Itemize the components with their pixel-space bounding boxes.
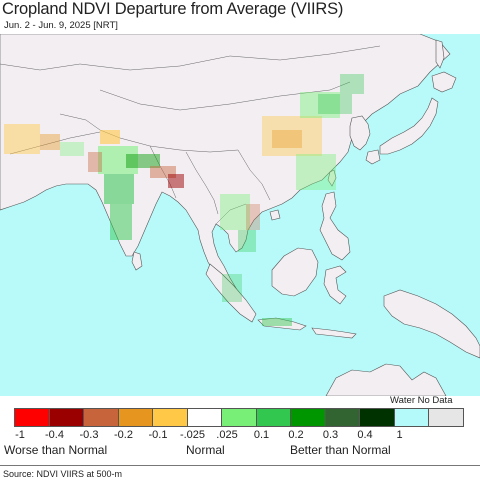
map-canvas xyxy=(0,34,480,396)
legend-swatch xyxy=(221,408,257,427)
legend-swatch xyxy=(14,408,50,427)
legend-tick-label: 0.2 xyxy=(288,429,304,441)
legend-swatch xyxy=(290,408,326,427)
map-area xyxy=(0,34,480,396)
legend-tick-label: 0.4 xyxy=(357,429,373,441)
land-japan-hokkaido xyxy=(431,71,457,93)
legend-swatch xyxy=(48,408,84,427)
cropland-anomaly-west xyxy=(4,124,84,156)
land-borneo xyxy=(271,247,319,297)
legend-tick-label: -0.1 xyxy=(148,429,168,441)
land-philippines xyxy=(319,191,351,261)
cropland-anomaly-southeast-asia xyxy=(220,194,292,326)
legend-tick-label: -0.3 xyxy=(79,429,99,441)
land-australia xyxy=(325,363,447,396)
map-subtitle: Jun. 2 - Jun. 9, 2025 [NRT] xyxy=(4,20,118,31)
legend-swatch xyxy=(324,408,360,427)
country-borders xyxy=(0,45,381,225)
legend-swatch xyxy=(83,408,119,427)
legend-tick-label: 0.3 xyxy=(322,429,339,441)
map-title: Cropland NDVI Departure from Average (VI… xyxy=(2,0,344,18)
legend-tick-label: .025 xyxy=(216,429,238,441)
legend-tick-label: -0.2 xyxy=(114,429,133,441)
legend-color-bar xyxy=(14,408,464,427)
legend-swatch xyxy=(359,408,395,427)
cropland-anomaly-india xyxy=(88,130,184,240)
cropland-anomaly-china xyxy=(262,74,364,190)
legend-tick-label: -.025 xyxy=(179,429,206,441)
legend-normal-label: Normal xyxy=(186,443,225,457)
land-hainan xyxy=(269,209,281,221)
land-japan-honshu xyxy=(379,97,439,155)
land-new-guinea xyxy=(383,289,480,359)
legend-swatch xyxy=(186,408,222,427)
legend-swatch xyxy=(117,408,153,427)
legend-swatch xyxy=(393,408,429,427)
legend-tick-label: -0.4 xyxy=(45,429,64,441)
legend-better-label: Better than Normal xyxy=(290,443,391,457)
land-korea xyxy=(349,115,371,151)
legend-tick-label: -1 xyxy=(15,429,25,441)
land-taiwan xyxy=(327,169,337,187)
land-sumatra xyxy=(205,263,257,323)
footer-divider xyxy=(0,465,480,466)
legend-tick-label: 1 xyxy=(396,429,403,441)
land-sulawesi xyxy=(323,265,347,305)
legend-swatch xyxy=(428,408,464,427)
source-note: Source: NDVI VIIRS at 500-m xyxy=(3,469,123,479)
legend-tick-label: 0.1 xyxy=(253,429,270,441)
land-japan-kyushu xyxy=(365,149,381,165)
legend-water-no-data-label: Water No Data xyxy=(390,395,453,406)
land-lesser-sunda xyxy=(311,327,357,339)
land-java xyxy=(257,317,307,331)
legend-swatch xyxy=(152,408,188,427)
legend-worse-label: Worse than Normal xyxy=(4,443,108,457)
land-sri-lanka xyxy=(131,251,143,271)
legend-swatch xyxy=(255,408,291,427)
land-sakhalin xyxy=(435,39,445,69)
